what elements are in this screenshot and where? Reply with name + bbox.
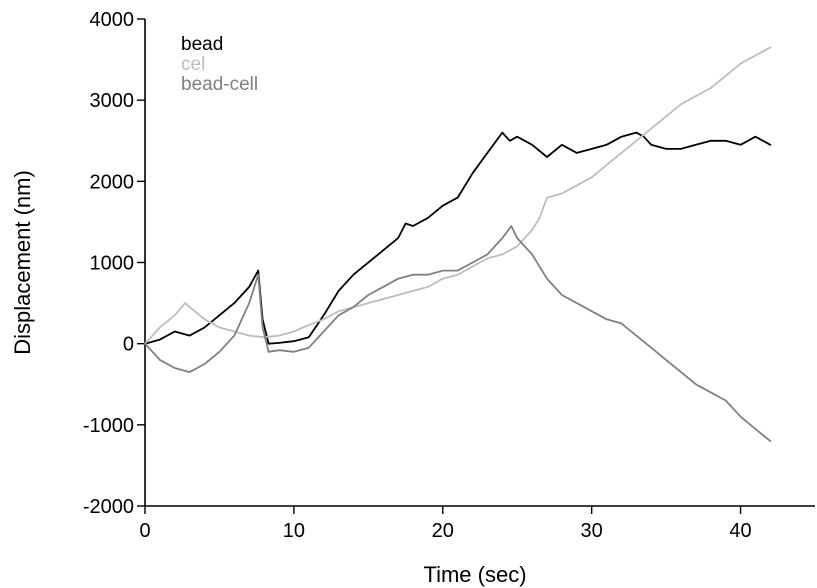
y-tick-label: 4000 [90, 9, 135, 31]
series-line-bead-cell [144, 225, 772, 443]
series-line-cel [144, 46, 772, 345]
x-tick-label: 40 [729, 520, 751, 542]
series-layer [144, 46, 772, 443]
x-tick-label: 30 [581, 520, 603, 542]
y-tick-label: 2000 [90, 171, 135, 193]
x-tick-label: 10 [283, 520, 305, 542]
x-axis-title: Time (sec) [423, 562, 526, 587]
y-axis-title: Displacement (nm) [10, 170, 35, 355]
y-tick-label: -1000 [83, 415, 134, 437]
series-line-bead [144, 131, 772, 345]
legend-entry-bead-cell: bead-cell [181, 74, 258, 95]
x-tick-label: 0 [139, 520, 150, 542]
y-tick-label: 0 [123, 334, 134, 356]
x-tick-label: 20 [432, 520, 454, 542]
axes: -2000 -1000 0 1000 2000 3000 4000 0 10 20 30 40 [83, 9, 815, 542]
y-tick-label: 3000 [90, 90, 135, 112]
legend-entry-bead: bead [181, 34, 223, 55]
legend-entry-cel: cel [181, 54, 205, 75]
y-tick-label: -2000 [83, 496, 134, 518]
y-tick-label: 1000 [90, 253, 135, 275]
